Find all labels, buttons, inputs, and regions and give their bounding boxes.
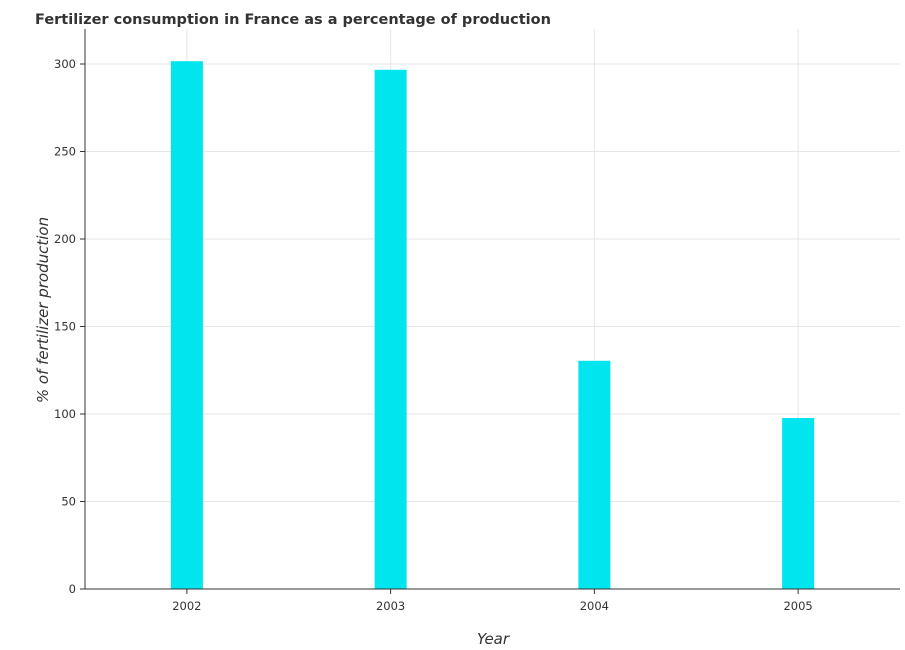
y-tick-label: 50: [61, 495, 76, 509]
y-tick-label: 200: [54, 232, 76, 246]
y-tick-label: 100: [54, 407, 76, 421]
x-axis-ticks: 2002 2003 2004 2005: [172, 589, 813, 613]
chart-title: Fertilizer consumption in France as a pe…: [35, 12, 551, 28]
y-tick-label: 300: [54, 57, 76, 71]
bar-2002: [170, 61, 203, 589]
axes: [84, 29, 900, 590]
x-tick-label: 2004: [580, 599, 609, 613]
bar-2005: [782, 418, 815, 589]
x-tick-label: 2003: [376, 599, 405, 613]
y-tick-label: 250: [54, 145, 76, 159]
y-axis-ticks: 0 50 100 150 200 250 300: [54, 57, 85, 596]
x-axis-label: Year: [477, 630, 510, 648]
x-tick-label: 2002: [172, 599, 201, 613]
bar-2004: [578, 360, 611, 589]
y-axis-label: % of fertilizer production: [34, 217, 52, 403]
bar-2003: [374, 69, 407, 589]
y-tick-label: 0: [69, 582, 76, 596]
bars: [170, 61, 815, 589]
y-tick-label: 150: [54, 320, 76, 334]
x-tick-label: 2005: [783, 599, 812, 613]
grid-lines: [85, 29, 900, 590]
